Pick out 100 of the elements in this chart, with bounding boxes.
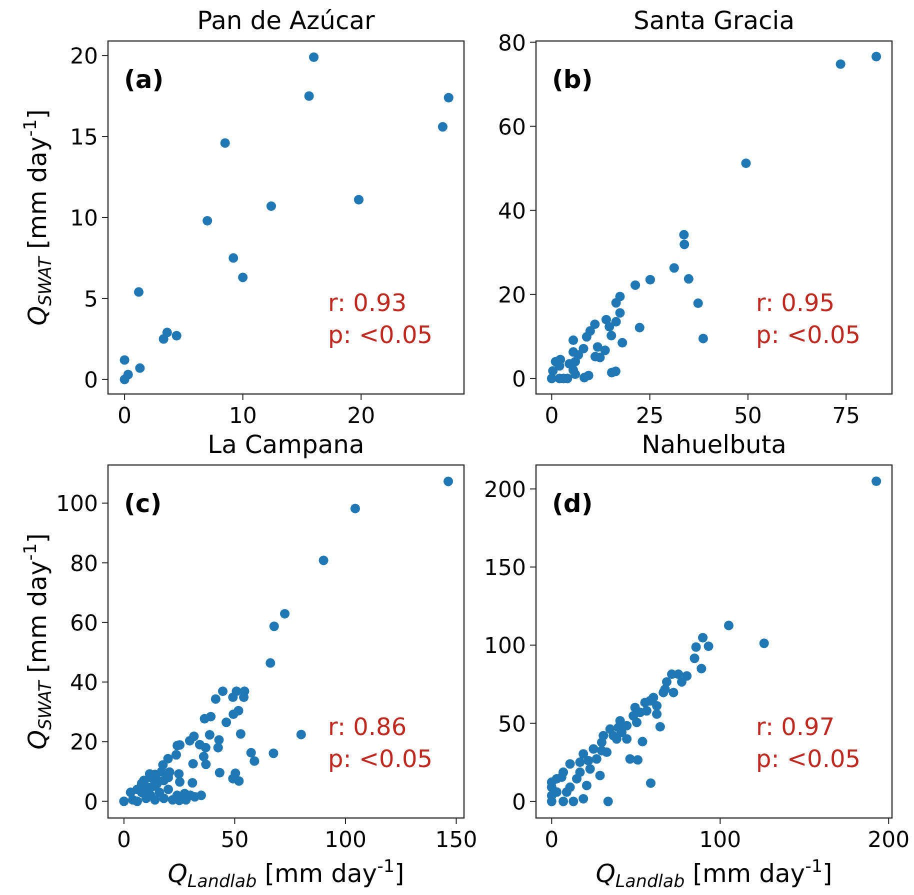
annotation: (b) bbox=[552, 65, 593, 94]
point bbox=[698, 334, 708, 344]
y-tick-label: 80 bbox=[498, 31, 526, 56]
y-tick-label: 200 bbox=[484, 478, 526, 503]
annotation: r: 0.93 bbox=[328, 289, 407, 317]
point bbox=[679, 230, 689, 240]
annotation: p: <0.05 bbox=[328, 745, 432, 773]
y-tick-label: 100 bbox=[484, 634, 526, 660]
point bbox=[556, 354, 566, 364]
annotation: (c) bbox=[124, 489, 162, 518]
x-tick-label: 50 bbox=[220, 828, 249, 853]
x-tick-label: 150 bbox=[435, 828, 478, 853]
point bbox=[618, 338, 628, 348]
point bbox=[645, 274, 656, 284]
x-tick-label: 25 bbox=[636, 404, 664, 429]
annotation: p: <0.05 bbox=[756, 745, 860, 773]
point bbox=[684, 274, 694, 284]
x-tick-label: 0 bbox=[544, 404, 559, 429]
chart-title: Pan de Azúcar bbox=[197, 6, 376, 35]
chart-title: Santa Gracia bbox=[633, 6, 795, 35]
x-axis-title: Q$_{Landlab}$ [mm day$^{-1}$] bbox=[596, 857, 832, 892]
point bbox=[872, 52, 882, 62]
y-tick-label: 20 bbox=[498, 283, 526, 308]
point bbox=[172, 330, 182, 341]
point bbox=[600, 345, 610, 356]
y-tick-label: 40 bbox=[70, 671, 98, 696]
y-tick-label: 150 bbox=[484, 556, 526, 582]
point bbox=[308, 52, 319, 62]
annotation: r: 0.97 bbox=[756, 713, 835, 741]
x-tick-label: 75 bbox=[832, 404, 860, 429]
point bbox=[680, 240, 690, 250]
x-tick-label: 50 bbox=[734, 404, 762, 429]
point bbox=[741, 158, 751, 168]
y-tick-label: 50 bbox=[498, 712, 526, 738]
point bbox=[611, 316, 621, 327]
point bbox=[595, 352, 605, 362]
y-tick-label: 5 bbox=[84, 287, 98, 312]
point bbox=[592, 342, 602, 352]
annotation: (d) bbox=[552, 489, 593, 518]
y-tick-label: 40 bbox=[498, 199, 526, 224]
point bbox=[570, 369, 580, 380]
point bbox=[354, 194, 364, 204]
point bbox=[438, 122, 448, 132]
annotation: (a) bbox=[124, 65, 164, 94]
point bbox=[634, 322, 644, 332]
point bbox=[228, 253, 238, 263]
chart-title: Nahuelbuta bbox=[642, 430, 786, 459]
y-tick-label: 20 bbox=[70, 44, 98, 70]
x-tick-label: 0 bbox=[544, 828, 559, 853]
y-tick-label: 20 bbox=[70, 730, 98, 756]
point bbox=[693, 298, 703, 308]
point bbox=[304, 91, 314, 101]
point bbox=[584, 370, 594, 380]
point bbox=[568, 335, 578, 346]
y-tick-label: 10 bbox=[70, 206, 98, 232]
y-tick-label: 80 bbox=[70, 552, 98, 577]
point bbox=[606, 330, 616, 340]
point bbox=[611, 298, 621, 308]
annotation: r: 0.95 bbox=[756, 289, 835, 317]
y-tick-label: 60 bbox=[70, 611, 98, 636]
point bbox=[158, 334, 168, 344]
x-tick-label: 100 bbox=[324, 828, 366, 853]
x-tick-label: 10 bbox=[228, 404, 257, 429]
point bbox=[120, 374, 130, 384]
point bbox=[590, 319, 600, 330]
annotation: p: <0.05 bbox=[328, 321, 432, 349]
y-tick-label: 100 bbox=[56, 492, 98, 518]
point bbox=[444, 92, 454, 102]
point bbox=[669, 263, 679, 273]
point bbox=[266, 201, 276, 211]
x-axis-title: Q$_{Landlab}$ [mm day$^{-1}$] bbox=[168, 857, 404, 892]
point bbox=[548, 366, 558, 376]
point bbox=[135, 363, 145, 373]
x-tick-label: 100 bbox=[699, 828, 742, 853]
point bbox=[604, 322, 614, 332]
point bbox=[836, 59, 846, 69]
annotation: p: <0.05 bbox=[756, 321, 860, 349]
y-tick-label: 15 bbox=[70, 126, 98, 151]
point bbox=[134, 287, 144, 297]
annotation: r: 0.86 bbox=[328, 713, 407, 741]
y-tick-label: 60 bbox=[498, 115, 526, 140]
point bbox=[120, 355, 130, 365]
point bbox=[615, 308, 625, 318]
point bbox=[610, 366, 620, 376]
point bbox=[238, 272, 248, 282]
point bbox=[630, 280, 640, 290]
x-tick-label: 0 bbox=[118, 404, 132, 429]
x-tick-label: 0 bbox=[116, 828, 131, 853]
x-tick-label: 20 bbox=[347, 404, 376, 429]
y-tick-label: 0 bbox=[512, 790, 526, 816]
point bbox=[582, 332, 592, 342]
point bbox=[202, 216, 212, 226]
y-tick-label: 0 bbox=[512, 367, 526, 392]
point bbox=[220, 138, 230, 148]
y-tick-label: 0 bbox=[84, 790, 98, 816]
point bbox=[578, 344, 588, 354]
point bbox=[570, 356, 580, 366]
x-tick-label: 200 bbox=[868, 828, 910, 853]
y-tick-label: 0 bbox=[84, 368, 98, 394]
chart-title: La Campana bbox=[208, 430, 364, 459]
